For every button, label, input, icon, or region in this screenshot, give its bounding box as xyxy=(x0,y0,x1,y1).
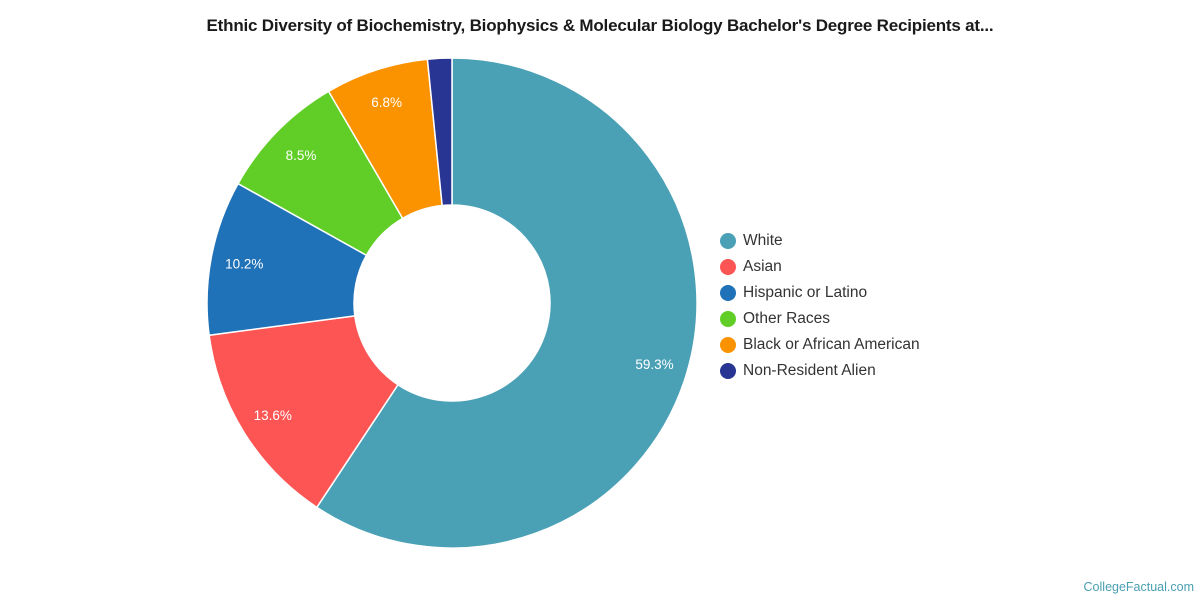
legend-item-white[interactable]: White xyxy=(720,228,920,254)
legend-dot-icon xyxy=(720,285,736,301)
legend-item-other-races[interactable]: Other Races xyxy=(720,306,920,332)
slice-hispanic-or-latino[interactable] xyxy=(206,182,368,337)
legend-label: Other Races xyxy=(743,310,831,327)
legend-item-asian[interactable]: Asian xyxy=(720,254,920,280)
legend-label: White xyxy=(743,232,783,249)
legend-label: Black or African American xyxy=(743,336,920,353)
slice-value-label: 13.6% xyxy=(254,408,292,423)
legend-dot-icon xyxy=(720,337,736,353)
slice-white[interactable] xyxy=(315,57,698,549)
legend-item-hispanic[interactable]: Hispanic or Latino xyxy=(720,280,920,306)
credit-link[interactable]: CollegeFactual.com xyxy=(1083,580,1194,594)
legend-dot-icon xyxy=(720,233,736,249)
slice-value-label: 59.3% xyxy=(635,357,673,372)
slice-value-label: 10.2% xyxy=(225,256,263,271)
legend-dot-icon xyxy=(720,259,736,275)
legend-dot-icon xyxy=(720,363,736,379)
legend-label: Hispanic or Latino xyxy=(743,284,868,301)
legend-item-non-resident[interactable]: Non-Resident Alien xyxy=(720,358,920,384)
legend-label: Non-Resident Alien xyxy=(743,362,876,379)
slice-asian[interactable] xyxy=(208,315,399,509)
legend: White Asian Hispanic or Latino Other Rac… xyxy=(720,228,920,384)
legend-dot-icon xyxy=(720,311,736,327)
legend-label: Asian xyxy=(743,258,782,275)
chart-title: Ethnic Diversity of Biochemistry, Biophy… xyxy=(206,16,994,35)
slice-value-label: 8.5% xyxy=(286,148,317,163)
legend-item-black[interactable]: Black or African American xyxy=(720,332,920,358)
slice-non-resident-alien[interactable] xyxy=(426,57,453,207)
slice-value-label: 6.8% xyxy=(371,95,402,110)
